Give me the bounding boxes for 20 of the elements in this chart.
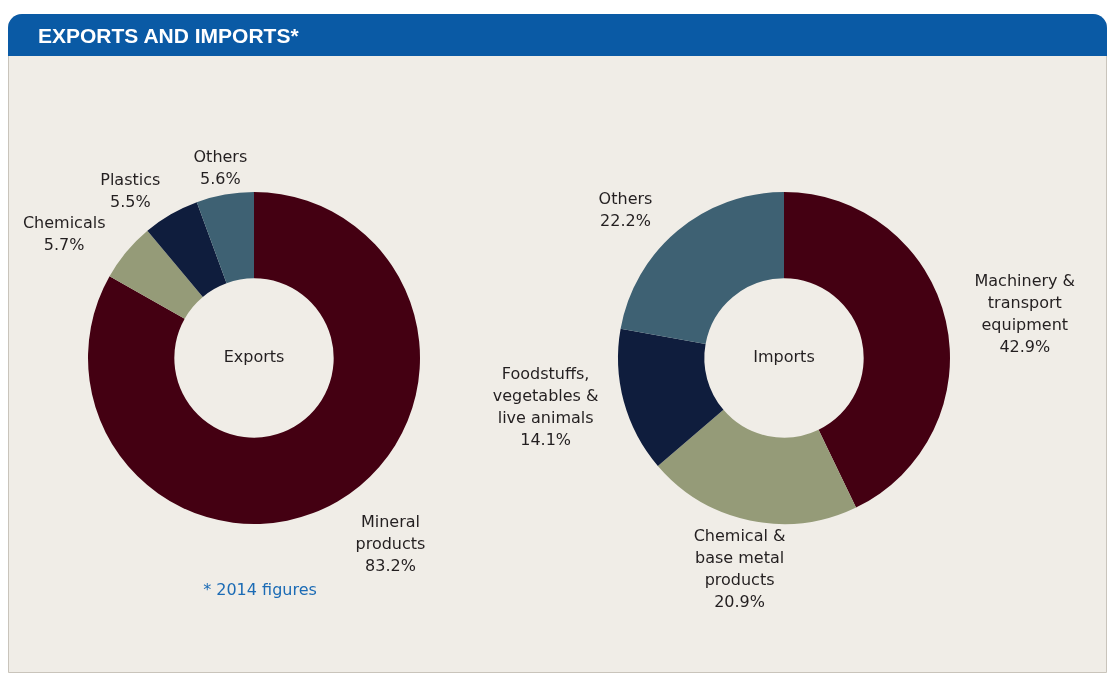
- slice-label: Others: [193, 147, 248, 167]
- slice-label: Chemicals: [22, 213, 106, 233]
- data-label: 22.2%: [600, 210, 651, 230]
- data-label: 5.7%: [43, 235, 85, 255]
- data-label: 5.6%: [200, 169, 241, 189]
- slice-label: Others: [598, 188, 653, 208]
- data-label: 42.9%: [999, 337, 1051, 357]
- slice-label: Mineral products: [355, 511, 426, 553]
- data-label: 20.9%: [714, 591, 765, 611]
- text: Exports: [223, 347, 285, 367]
- data-label: 83.2%: [365, 555, 416, 575]
- slice-label: Chemical & base metal products: [693, 525, 786, 589]
- data-label: 5.5%: [109, 191, 151, 211]
- slice-label: Foodstuffs, vegetables & live animals: [492, 364, 599, 428]
- slice-label: Plastics: [100, 169, 161, 189]
- chart-title: EXPORTS AND IMPORTS*: [8, 14, 1107, 56]
- data-label: 14.1%: [520, 430, 572, 450]
- text: Imports: [753, 347, 815, 367]
- text: * 2014 figures: [203, 580, 317, 600]
- slice-label: Machinery & transport equipment: [974, 271, 1076, 335]
